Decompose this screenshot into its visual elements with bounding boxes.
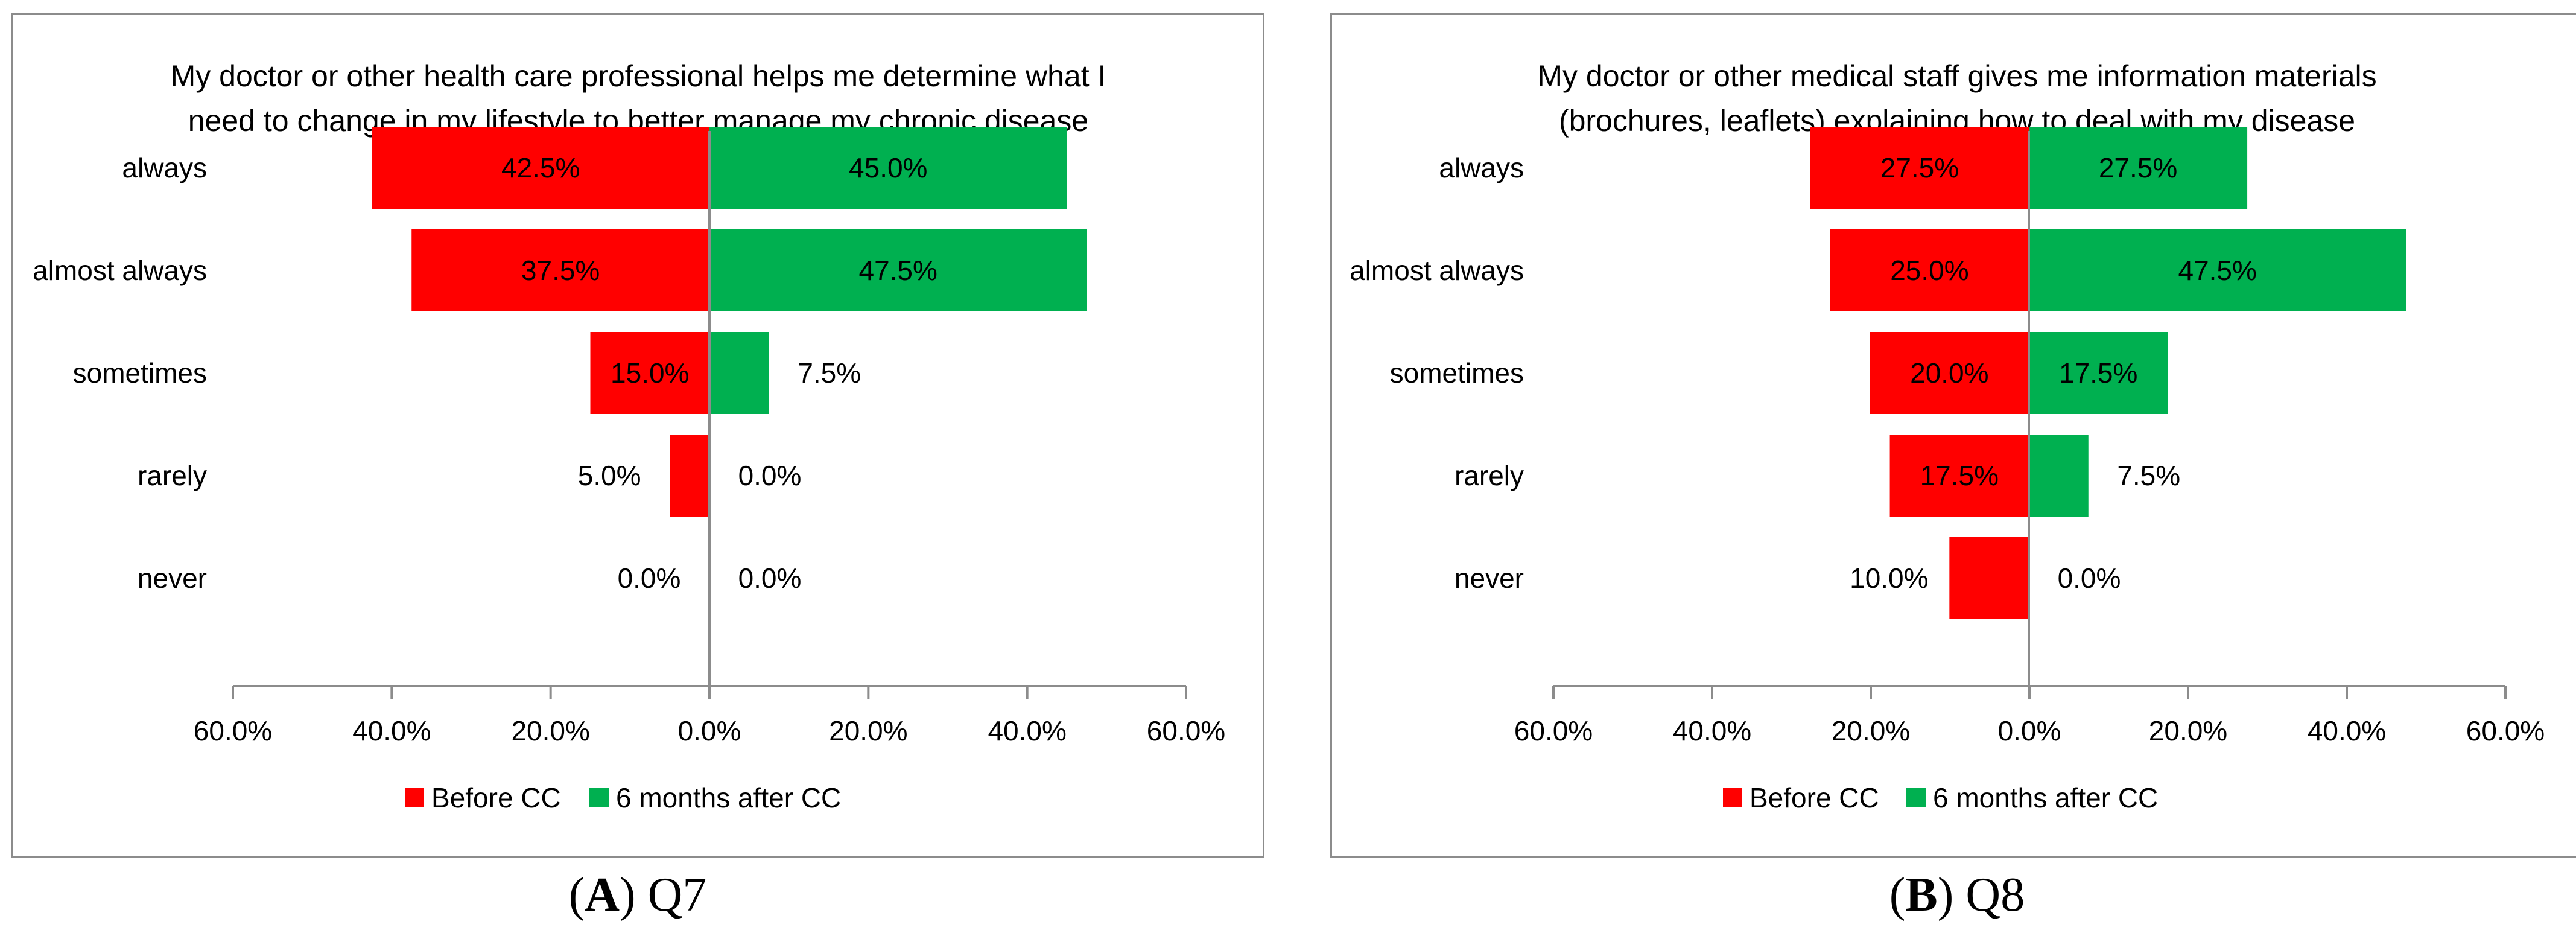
chart-b-data-label-before: 25.0% [1890,255,1968,286]
chart-b-x-tick-label: 60.0% [2466,715,2545,747]
chart-a-x-tick-label: 40.0% [988,715,1066,747]
chart-b-bar-after [2029,435,2089,517]
chart-a-category-label: rarely [138,460,207,491]
chart-a-bar-before [590,332,709,414]
chart-a-x-tick-label: 60.0% [1147,715,1225,747]
chart-a-legend-swatch [405,788,424,807]
chart-a-x-tick-label: 20.0% [511,715,589,747]
chart-a-x-tick-label: 20.0% [829,715,907,747]
chart-b-data-label-after: 27.5% [2099,152,2177,183]
chart-a-x-tick-label: 40.0% [352,715,431,747]
chart-b-legend-label: Before CC [1750,782,1879,814]
chart-a-legend-swatch [589,788,609,807]
chart-a-data-label-after: 7.5% [798,357,861,389]
chart-b-bar-after [2029,332,2168,414]
chart-b-legend-swatch [1906,788,1926,807]
chart-b-bar-before [1870,332,2029,414]
chart-a-bar-after [709,332,769,414]
chart-a-title-line: My doctor or other health care professio… [171,59,1106,93]
chart-a-data-label-after: 45.0% [849,152,927,183]
chart-a-data-label-before: 0.0% [618,562,681,594]
chart-a-category-label: sometimes [73,357,207,389]
chart-a-data-label-after: 47.5% [858,255,937,286]
chart-b-x-tick-label: 40.0% [2308,715,2386,747]
chart-b-category-label: almost always [1350,255,1524,286]
caption-b: (B) Q8 [1889,868,2025,922]
chart-a-data-label-after: 0.0% [738,562,802,594]
chart-b-title-line: My doctor or other medical staff gives m… [1537,59,2376,93]
chart-b-bar-before [1889,435,2029,517]
chart-b-data-label-after: 17.5% [2059,357,2137,389]
chart-b-bar-before [1830,229,2029,311]
chart-a-category-label: always [122,152,207,183]
chart-b-data-label-before: 20.0% [1910,357,1988,389]
chart-b-bar-after [2029,229,2406,311]
chart-b-svg: My doctor or other medical staff gives m… [1350,59,2545,814]
caption-a: (A) Q7 [568,868,707,922]
chart-b-category-label: never [1455,562,1524,594]
chart-a-data-label-before: 37.5% [521,255,600,286]
chart-b-legend-swatch [1723,788,1742,807]
chart-b-category-label: sometimes [1390,357,1524,389]
chart-b-x-tick-label: 0.0% [1998,715,2061,747]
chart-a-bar-before [670,435,709,517]
chart-b-data-label-before: 10.0% [1850,562,1928,594]
chart-a-bar-before [372,127,709,209]
chart-a-bar-after [709,229,1087,311]
chart-b-x-tick-label: 40.0% [1673,715,1751,747]
chart-panel-a: My doctor or other health care professio… [11,13,1264,858]
chart-a-category-label: never [138,562,207,594]
chart-b-x-tick-label: 20.0% [1832,715,1910,747]
chart-b-data-label-before: 27.5% [1880,152,1959,183]
chart-b-bar-before [1810,127,2029,209]
chart-a-data-label-before: 15.0% [611,357,689,389]
chart-b-data-label-before: 17.5% [1920,460,1999,491]
chart-a-data-label-before: 5.0% [578,460,641,491]
chart-b-category-label: always [1439,152,1524,183]
chart-b-data-label-after: 7.5% [2117,460,2180,491]
chart-a-legend-label: 6 months after CC [616,782,841,814]
chart-a-category-label: almost always [33,255,207,286]
chart-b-data-label-after: 0.0% [2058,562,2121,594]
chart-a-x-tick-label: 0.0% [678,715,741,747]
caption-b-text: ) Q8 [1937,868,2025,922]
chart-a-legend-label: Before CC [431,782,561,814]
chart-a-svg: My doctor or other health care professio… [33,59,1225,814]
chart-a-x-tick-label: 60.0% [194,715,272,747]
chart-panel-b: My doctor or other medical staff gives m… [1330,13,2576,858]
chart-b-category-label: rarely [1455,460,1524,491]
chart-a-data-label-after: 0.0% [738,460,802,491]
chart-b-data-label-after: 47.5% [2178,255,2256,286]
caption-b-letter: B [1905,868,1938,922]
caption-a-letter: A [585,868,620,922]
chart-b-legend-label: 6 months after CC [1933,782,2158,814]
chart-a-bar-before [411,229,709,311]
chart-b-bar-after [2029,127,2248,209]
chart-a-data-label-before: 42.5% [501,152,580,183]
chart-b-bar-before [1949,537,2029,619]
chart-b-x-tick-label: 60.0% [1514,715,1593,747]
caption-a-text: ) Q7 [620,868,707,922]
chart-a-bar-after [709,127,1067,209]
chart-b-x-tick-label: 20.0% [2149,715,2227,747]
